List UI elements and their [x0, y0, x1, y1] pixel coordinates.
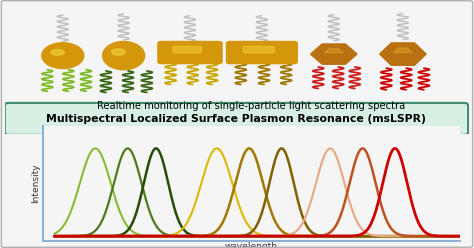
- Text: Realtime monitoring of single-particle light scattering spectra: Realtime monitoring of single-particle l…: [97, 101, 405, 111]
- Polygon shape: [310, 44, 357, 64]
- X-axis label: wavelength: wavelength: [225, 242, 278, 248]
- Polygon shape: [325, 49, 343, 53]
- Ellipse shape: [111, 49, 125, 55]
- FancyBboxPatch shape: [158, 41, 222, 63]
- Polygon shape: [380, 43, 426, 65]
- Ellipse shape: [102, 41, 145, 70]
- FancyBboxPatch shape: [243, 46, 274, 53]
- FancyBboxPatch shape: [173, 46, 201, 53]
- Y-axis label: Intensity: Intensity: [31, 164, 40, 203]
- Text: Multispectral Localized Surface Plasmon Resonance (msLSPR): Multispectral Localized Surface Plasmon …: [46, 114, 426, 124]
- FancyBboxPatch shape: [227, 41, 297, 63]
- Ellipse shape: [51, 50, 64, 55]
- Ellipse shape: [42, 43, 84, 68]
- Polygon shape: [393, 48, 412, 53]
- FancyBboxPatch shape: [5, 103, 468, 135]
